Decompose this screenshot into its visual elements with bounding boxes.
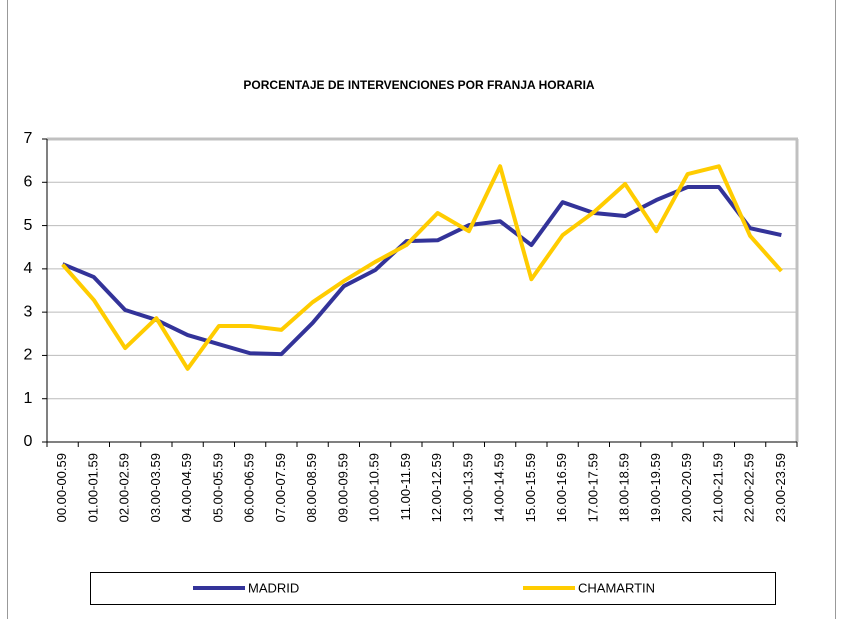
y-tick-label: 1 — [24, 390, 33, 407]
x-tick-label: 03.00-03.59 — [148, 453, 163, 522]
y-tick-label: 6 — [24, 174, 33, 191]
x-tick-label: 23.00-23.59 — [773, 453, 788, 522]
x-tick-label: 02.00-02.59 — [117, 453, 132, 522]
x-tick-label: 08.00-08.59 — [304, 453, 319, 522]
x-tick-label: 01.00-01.59 — [85, 453, 100, 522]
x-tick-label: 16.00-16.59 — [554, 453, 569, 522]
y-tick-label: 4 — [24, 260, 33, 277]
legend-label: CHAMARTIN — [578, 580, 655, 595]
x-tick-label: 07.00-07.59 — [273, 453, 288, 522]
y-tick-label: 5 — [24, 217, 33, 234]
x-tick-label: 14.00-14.59 — [492, 453, 507, 522]
x-tick-label: 10.00-10.59 — [367, 453, 382, 522]
x-tick-label: 19.00-19.59 — [648, 453, 663, 522]
x-tick-label: 21.00-21.59 — [710, 453, 725, 522]
chart-title: PORCENTAJE DE INTERVENCIONES POR FRANJA … — [243, 78, 594, 92]
x-tick-label: 09.00-09.59 — [335, 453, 350, 522]
x-tick-label: 20.00-20.59 — [679, 453, 694, 522]
x-tick-label: 22.00-22.59 — [742, 453, 757, 522]
x-tick-label: 00.00-00.59 — [54, 453, 69, 522]
data-line — [61, 164, 783, 371]
x-tick-label: 13.00-13.59 — [460, 453, 475, 522]
x-tick-label: 06.00-06.59 — [242, 453, 257, 522]
x-tick-label: 18.00-18.59 — [617, 453, 632, 522]
x-tick-label: 17.00-17.59 — [585, 453, 600, 522]
y-tick-label: 0 — [24, 433, 33, 450]
x-tick-label: 12.00-12.59 — [429, 453, 444, 522]
data-line — [61, 185, 782, 357]
chart-frame — [7, 0, 836, 619]
y-tick-label: 7 — [24, 130, 33, 147]
x-tick-label: 05.00-05.59 — [210, 453, 225, 522]
y-tick-label: 2 — [24, 347, 33, 364]
y-tick-label: 3 — [24, 303, 33, 320]
x-tick-label: 15.00-15.59 — [523, 453, 538, 522]
x-tick-label: 04.00-04.59 — [179, 453, 194, 522]
legend-label: MADRID — [248, 580, 299, 595]
x-tick-label: 11.00-11.59 — [398, 453, 413, 520]
